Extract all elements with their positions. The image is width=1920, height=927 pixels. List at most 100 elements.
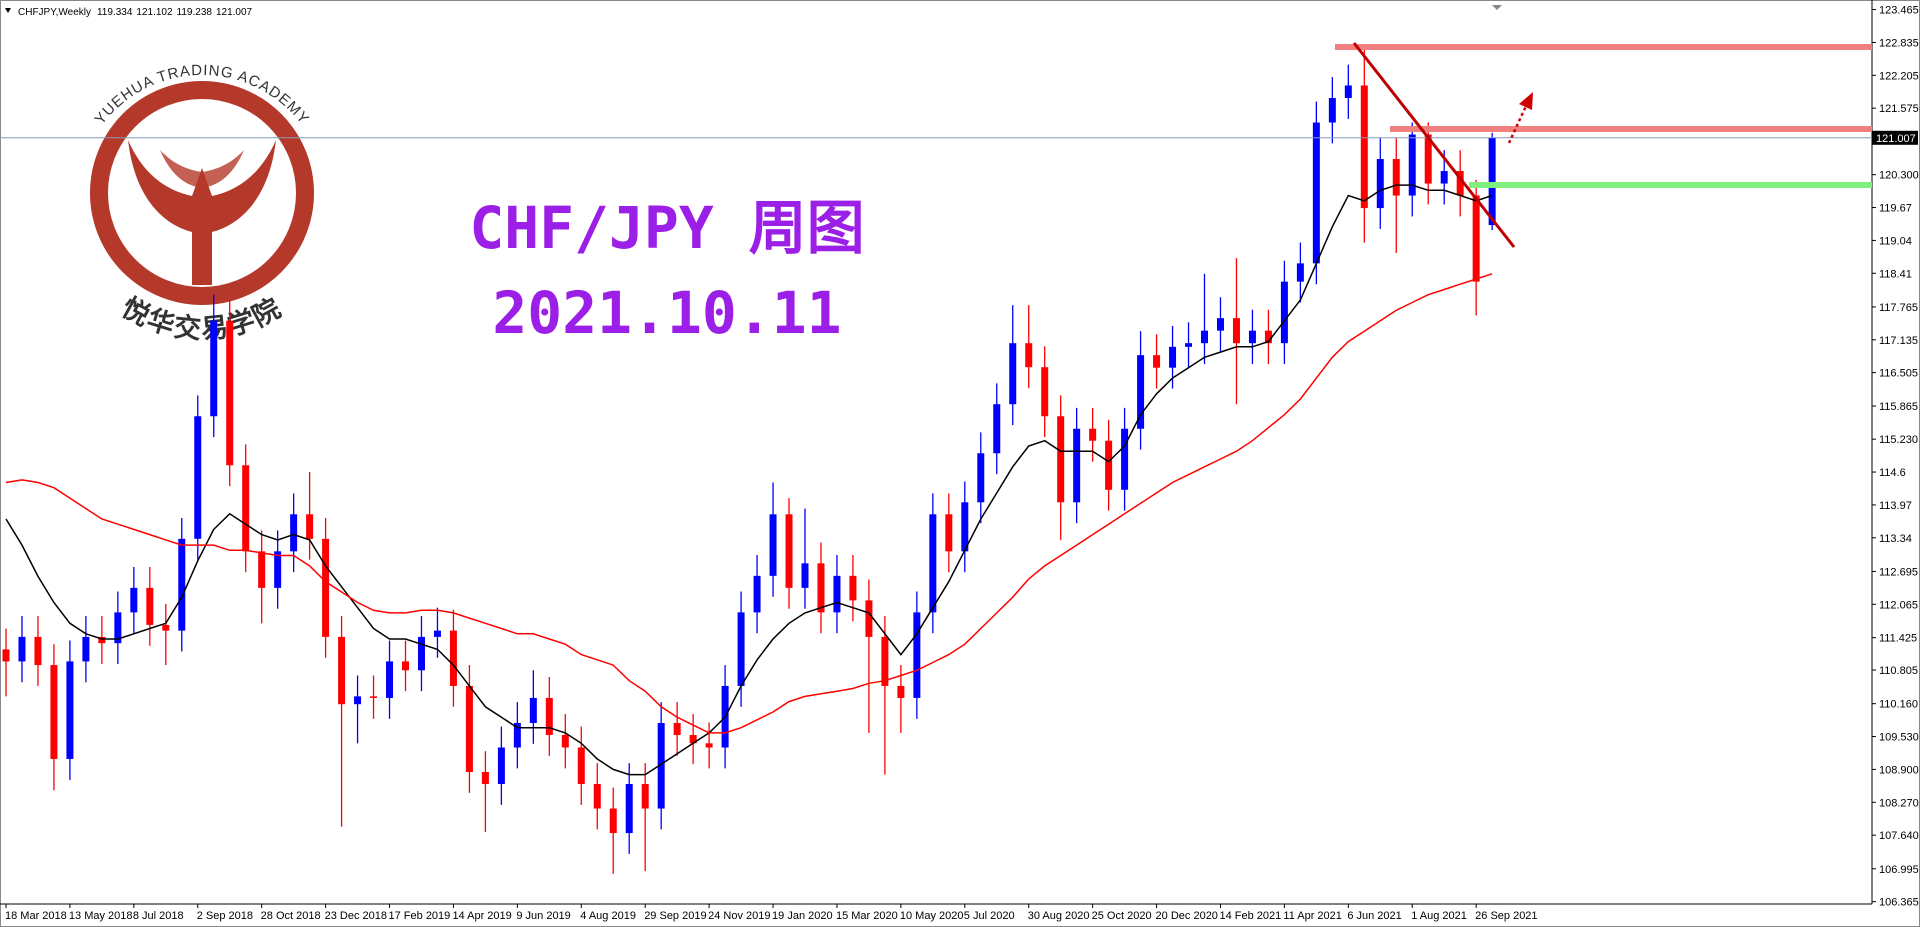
x-tick-label: 2 Sep 2018: [197, 910, 253, 922]
candle-body: [1137, 355, 1145, 429]
drawings: [1335, 42, 1872, 248]
candle-body: [1376, 159, 1384, 209]
y-tick-label: 119.67: [1879, 203, 1912, 215]
candle-body: [1488, 137, 1496, 226]
menu-arrow[interactable]: [5, 8, 11, 13]
y-tick-label: 111.425: [1879, 633, 1917, 645]
x-tick-label: 1 Aug 2021: [1411, 910, 1467, 922]
candle-body: [417, 636, 425, 671]
candle-body: [625, 784, 633, 834]
candle-body: [162, 624, 170, 631]
candle-body: [18, 636, 26, 662]
y-tick-label: 110.160: [1879, 699, 1918, 711]
ohlc-low: 119.238: [177, 7, 213, 18]
logo-ring: [90, 81, 314, 305]
y-tick-label: 108.270: [1879, 797, 1919, 809]
candle-body: [881, 636, 889, 686]
candle-body: [402, 661, 409, 671]
y-tick-label: 106.995: [1879, 864, 1919, 876]
support-zone: [1469, 182, 1872, 188]
y-tick-label: 117.765: [1879, 302, 1918, 314]
candle-body: [737, 612, 745, 686]
y-tick-label: 122.835: [1879, 37, 1919, 49]
y-tick-label: 112.065: [1879, 599, 1918, 611]
candle-body: [1153, 355, 1161, 368]
candle-body: [1472, 195, 1480, 282]
candle-body: [769, 514, 777, 576]
x-tick-label: 24 Nov 2019: [708, 910, 770, 922]
candle-body: [130, 587, 138, 613]
trend-line: [1352, 42, 1516, 248]
y-tick-label: 122.205: [1879, 70, 1919, 82]
x-tick-label: 29 Sep 2019: [644, 910, 706, 922]
candle-body: [1344, 85, 1352, 98]
candle-body: [1328, 97, 1336, 123]
x-tick-label: 8 Jul 2018: [133, 910, 184, 922]
candle-body: [1201, 330, 1208, 344]
candle-body: [513, 722, 521, 748]
symbol-title: CHFJPY,Weekly: [18, 7, 91, 18]
candle-body: [545, 697, 553, 735]
x-tick-label: 9 Jun 2019: [516, 910, 570, 922]
x-tick-label: 19 Jan 2020: [772, 910, 833, 922]
candle-body: [1392, 159, 1400, 196]
candle-body: [465, 685, 473, 773]
candle-body: [178, 538, 186, 631]
candle-body: [593, 784, 601, 809]
resistance-zone: [1390, 126, 1872, 132]
candle-body: [897, 685, 905, 698]
candle-body: [801, 563, 809, 588]
candle-body: [1057, 416, 1065, 503]
y-tick-label: 115.230: [1879, 434, 1918, 446]
x-tick-label: 5 Jul 2020: [964, 910, 1015, 922]
candle-body: [1408, 134, 1416, 196]
y-tick-label: 123.465: [1879, 5, 1919, 17]
candle-body: [1185, 343, 1193, 347]
candle-body: [785, 514, 793, 588]
candle-body: [1089, 428, 1097, 441]
y-tick-label: 114.6: [1879, 467, 1906, 479]
y-tick-label: 112.695: [1879, 566, 1918, 578]
y-tick-label: 117.135: [1879, 335, 1918, 347]
ohlc-open: 119.334: [97, 7, 133, 18]
candle-body: [210, 320, 218, 417]
candle-body: [833, 575, 841, 613]
candle-body: [386, 661, 394, 698]
candle-body: [929, 514, 937, 613]
candle-body: [194, 416, 202, 539]
y-tick-label: 118.41: [1879, 268, 1912, 280]
price-axis: 123.465 122.835 122.205 121.575 120.300 119.6…: [5, 5, 1919, 922]
candle-body: [449, 630, 457, 686]
candle-body: [433, 630, 441, 637]
projection-arrow: [1507, 105, 1528, 144]
candle-body: [98, 636, 106, 644]
y-tick-label: 109.530: [1879, 732, 1919, 744]
candle-body: [657, 722, 665, 809]
candle-body: [977, 453, 985, 503]
candle-body: [146, 587, 154, 625]
candle-body: [529, 697, 537, 723]
candle-body: [1216, 318, 1224, 331]
candle-body: [817, 563, 825, 613]
y-tick-label: 106.365: [1879, 897, 1919, 909]
y-tick-label: 113.97: [1879, 500, 1912, 512]
x-tick-label: 15 Mar 2020: [836, 910, 898, 922]
candle-body: [258, 551, 266, 588]
y-tick-label: 120.300: [1879, 170, 1919, 182]
candle-body: [1424, 134, 1432, 184]
annotation-title: CHF/JPY 周图: [469, 194, 864, 262]
x-tick-label: 4 Aug 2019: [580, 910, 636, 922]
candle-body: [274, 551, 282, 588]
y-tick-label: 121.575: [1879, 103, 1919, 115]
x-tick-label: 28 Oct 2018: [261, 910, 321, 922]
projection-arrowhead: [1519, 92, 1533, 110]
moving-average: [5, 184, 1493, 776]
x-tick-label: 23 Dec 2018: [325, 910, 387, 922]
candle-body: [1360, 85, 1368, 209]
candle-body: [1025, 343, 1033, 368]
candle-body: [865, 600, 873, 637]
candle-body: [1232, 318, 1240, 344]
y-tick-label: 116.505: [1879, 368, 1918, 380]
